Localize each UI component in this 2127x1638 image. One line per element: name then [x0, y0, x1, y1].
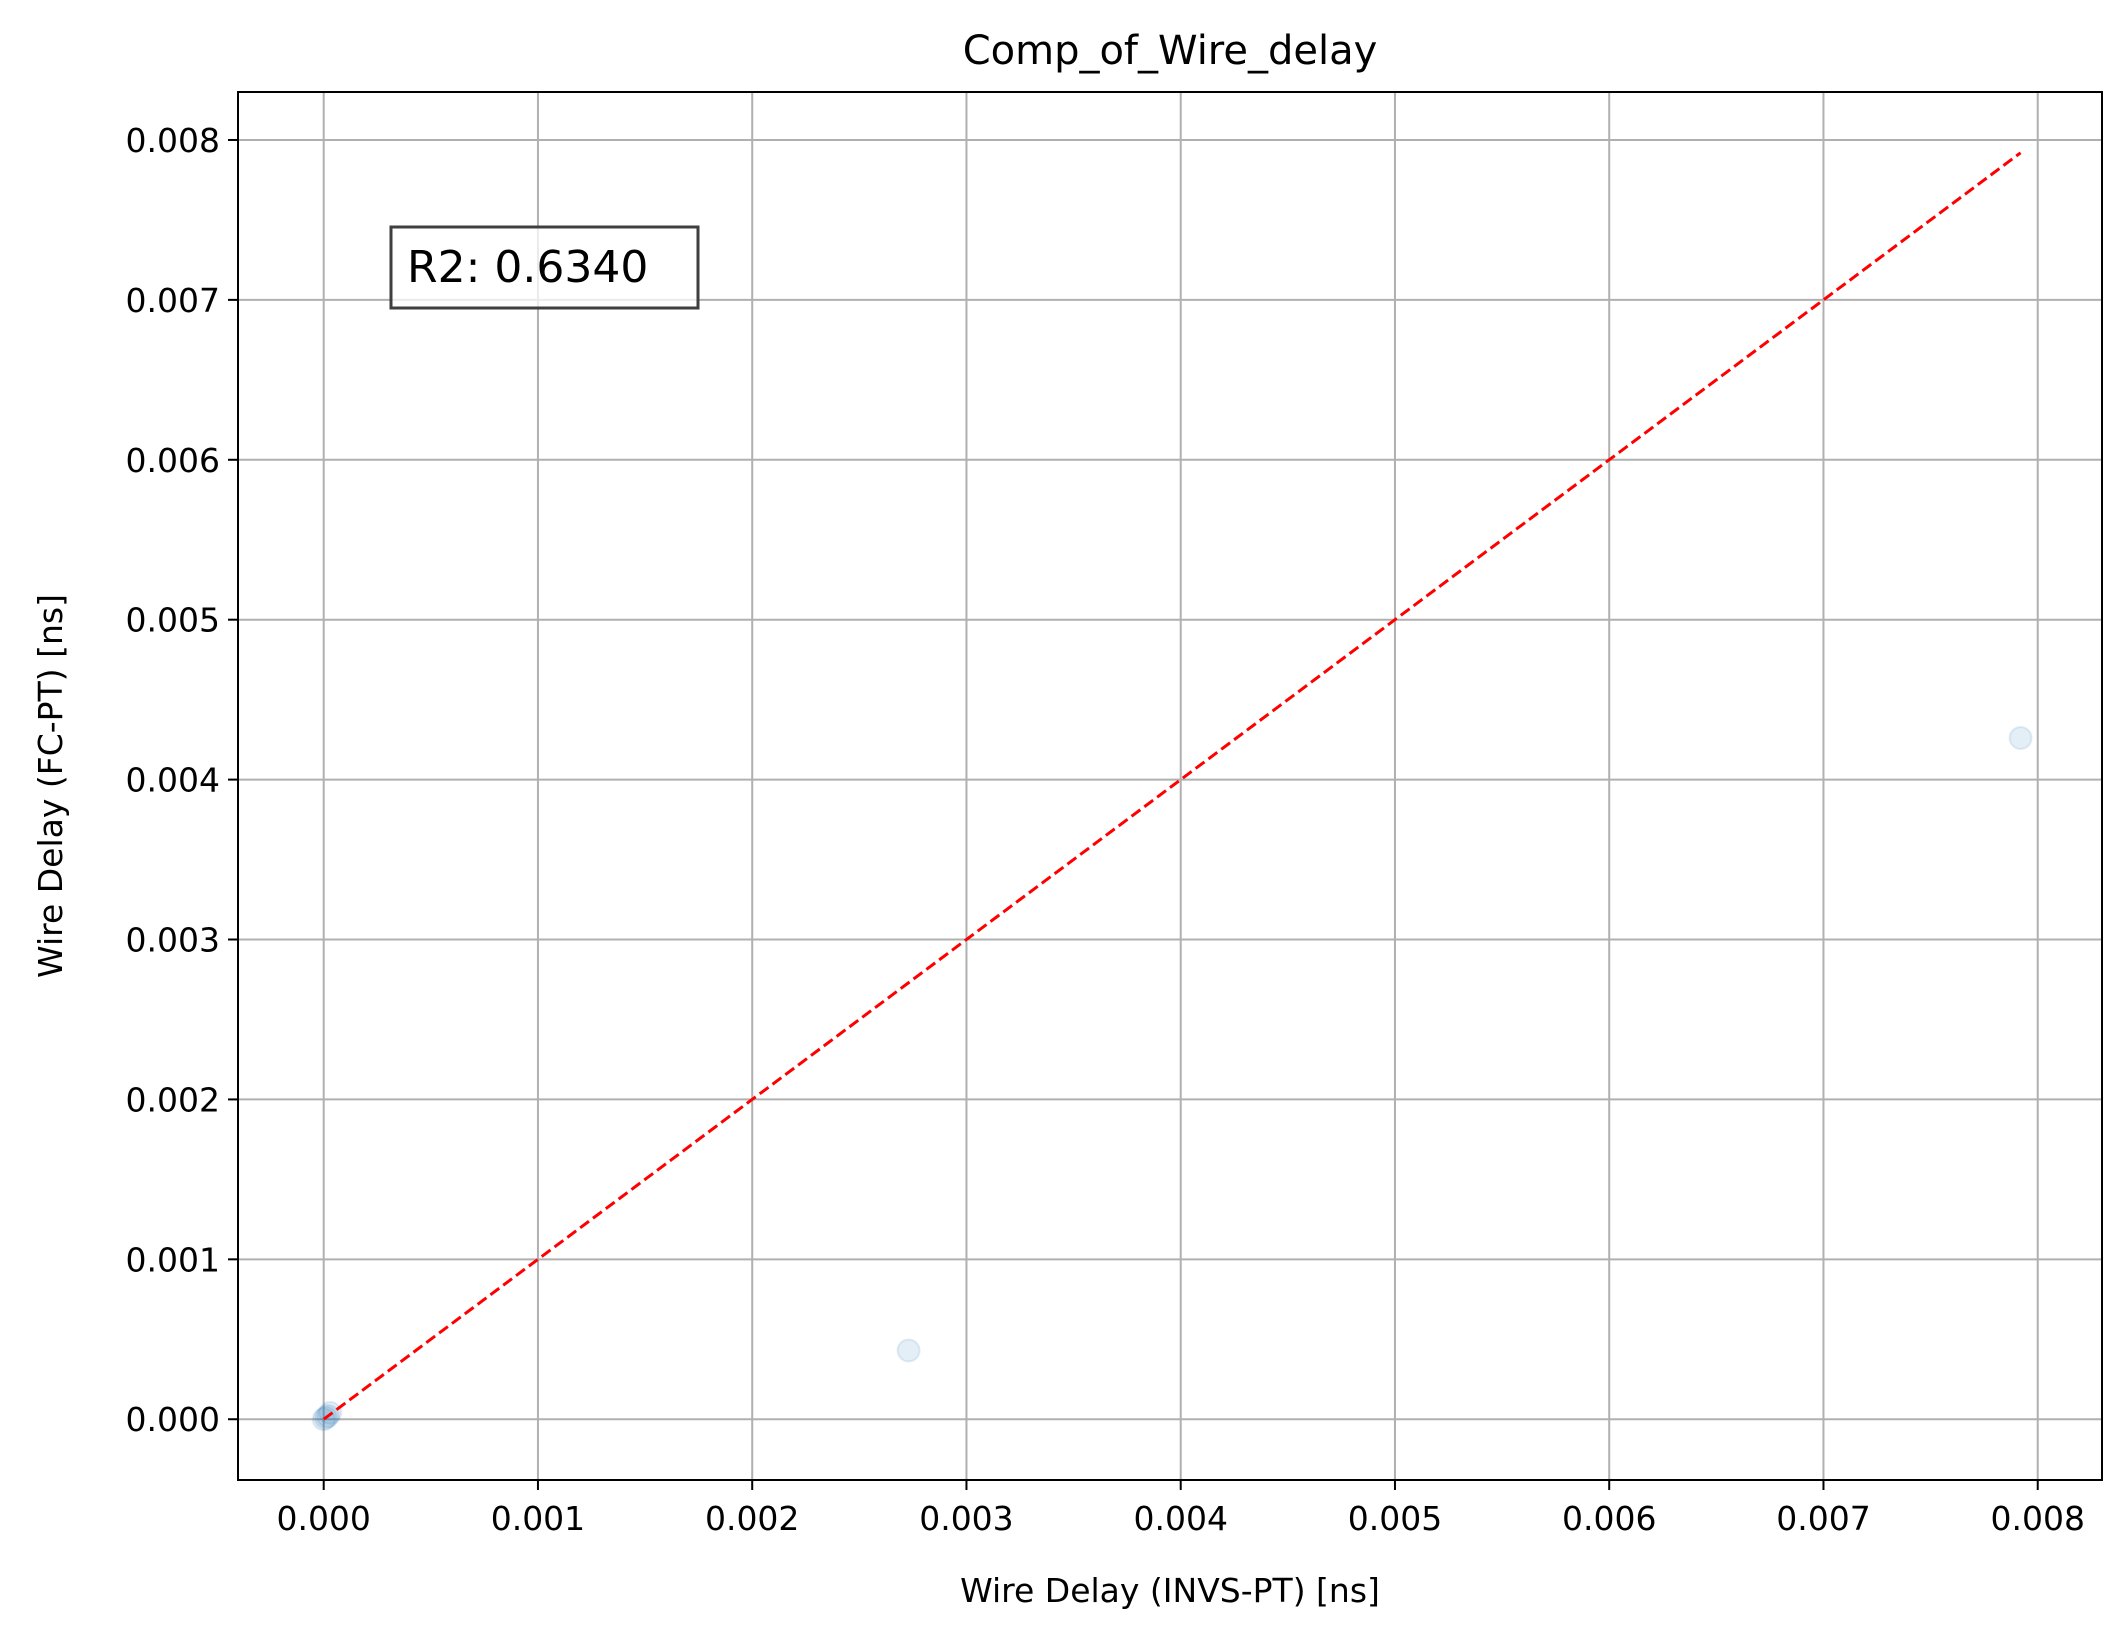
- y-tick-label: 0.001: [126, 1240, 220, 1279]
- y-tick-label: 0.003: [126, 921, 220, 960]
- y-tick-label: 0.004: [126, 761, 220, 800]
- r2-annotation: R2: 0.6340: [407, 242, 648, 293]
- y-tick-label: 0.006: [126, 441, 220, 480]
- x-tick-label: 0.008: [1990, 1499, 2084, 1538]
- x-tick-label: 0.001: [491, 1499, 585, 1538]
- y-tick-label: 0.005: [126, 601, 220, 640]
- data-point: [896, 1338, 921, 1363]
- x-tick-label: 0.005: [1348, 1499, 1442, 1538]
- r2-box: R2: 0.6340: [389, 225, 700, 310]
- plot-frame: [237, 91, 2103, 1481]
- y-tick-label: 0.007: [126, 281, 220, 320]
- y-axis-ticks: 0.000 0.001 0.002 0.003 0.004 0.005 0.006 0.007…: [126, 121, 238, 1439]
- reference-line: [322, 151, 2022, 1421]
- x-axis-ticks: 0.000 0.001 0.002 0.003 0.004 0.005 0.006 0.007…: [276, 1480, 2085, 1538]
- y-tick-label: 0.008: [126, 121, 220, 160]
- x-tick-label: 0.002: [705, 1499, 799, 1538]
- y-tick-label: 0.000: [126, 1400, 220, 1439]
- y-axis-label: Wire Delay (FC-PT) [ns]: [31, 594, 70, 978]
- x-tick-label: 0.004: [1133, 1499, 1227, 1538]
- y-tick-label: 0.002: [126, 1080, 220, 1119]
- x-tick-label: 0.006: [1562, 1499, 1656, 1538]
- x-axis-label: Wire Delay (INVS-PT) [ns]: [960, 1571, 1380, 1610]
- grid: [238, 92, 2102, 1480]
- x-tick-label: 0.000: [276, 1499, 370, 1538]
- x-tick-label: 0.003: [919, 1499, 1013, 1538]
- r2-box-frame: [389, 225, 700, 310]
- x-tick-label: 0.007: [1776, 1499, 1870, 1538]
- chart-title: Comp_of_Wire_delay: [963, 28, 1378, 74]
- data-point: [2008, 726, 2033, 751]
